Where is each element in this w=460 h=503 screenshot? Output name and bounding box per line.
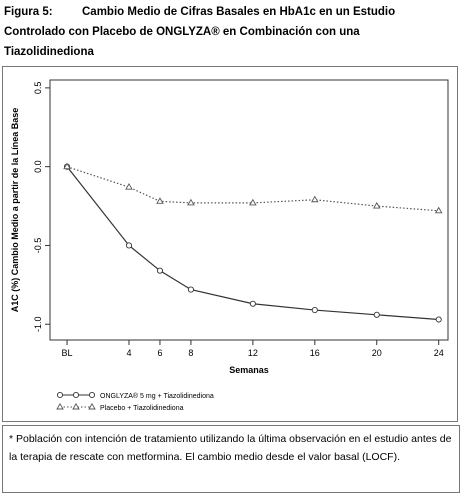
point-marker bbox=[156, 267, 164, 274]
point-marker bbox=[187, 286, 194, 293]
figure-label: Figura 5: bbox=[4, 6, 53, 18]
plot-box bbox=[49, 79, 449, 341]
point-marker bbox=[156, 197, 164, 204]
point-marker bbox=[434, 206, 443, 214]
x-axis-label: Semanas bbox=[229, 365, 269, 375]
legend-label: ONGLYZA® 5 mg + Tiazolidinediona bbox=[100, 392, 214, 400]
point-marker bbox=[187, 198, 195, 206]
x-tick-label: 20 bbox=[372, 348, 382, 358]
legend-marker bbox=[56, 391, 64, 399]
y-tick-label: 0.5 bbox=[33, 82, 43, 95]
series-line bbox=[66, 166, 439, 321]
point-marker bbox=[373, 311, 380, 318]
x-tick-label: 16 bbox=[310, 348, 320, 358]
title-line: Cambio Medio de Cifras Basales en HbA1c … bbox=[82, 6, 396, 18]
y-tick-label: -1.0 bbox=[33, 316, 43, 332]
legend-marker bbox=[88, 402, 96, 410]
point-marker bbox=[63, 162, 71, 170]
chart-frame bbox=[2, 66, 458, 422]
y-axis-label: A1C (%) Cambio Medio a partir de la Líne… bbox=[10, 108, 20, 313]
x-tick-label: 8 bbox=[188, 348, 193, 358]
point-marker bbox=[249, 198, 257, 206]
legend-marker bbox=[56, 402, 64, 410]
x-tick-label: 4 bbox=[126, 348, 131, 358]
y-tick-label: 0.0 bbox=[33, 160, 43, 173]
point-marker bbox=[125, 242, 133, 249]
title-line: Controlado con Placebo de ONGLYZA® en Co… bbox=[4, 26, 360, 38]
point-marker bbox=[311, 195, 319, 203]
point-marker bbox=[249, 300, 256, 307]
x-tick-label: 12 bbox=[248, 348, 258, 358]
x-tick-label: BL bbox=[62, 348, 73, 358]
x-tick-label: 6 bbox=[157, 348, 162, 358]
legend-label: Placebo + Tiazolidinediona bbox=[100, 405, 184, 412]
footnote: * Población con intención de tratamiento… bbox=[2, 425, 460, 493]
title-line: Tiazolidinediona bbox=[4, 46, 94, 58]
point-marker bbox=[311, 307, 318, 314]
legend-marker bbox=[72, 391, 80, 399]
legend-marker bbox=[72, 402, 80, 410]
legend-marker bbox=[88, 391, 96, 399]
point-marker bbox=[435, 316, 442, 323]
x-tick-label: 24 bbox=[434, 348, 444, 358]
y-tick-label: -0.5 bbox=[33, 238, 43, 254]
point-marker bbox=[125, 183, 133, 190]
series-line bbox=[66, 166, 439, 212]
point-marker bbox=[372, 201, 381, 209]
